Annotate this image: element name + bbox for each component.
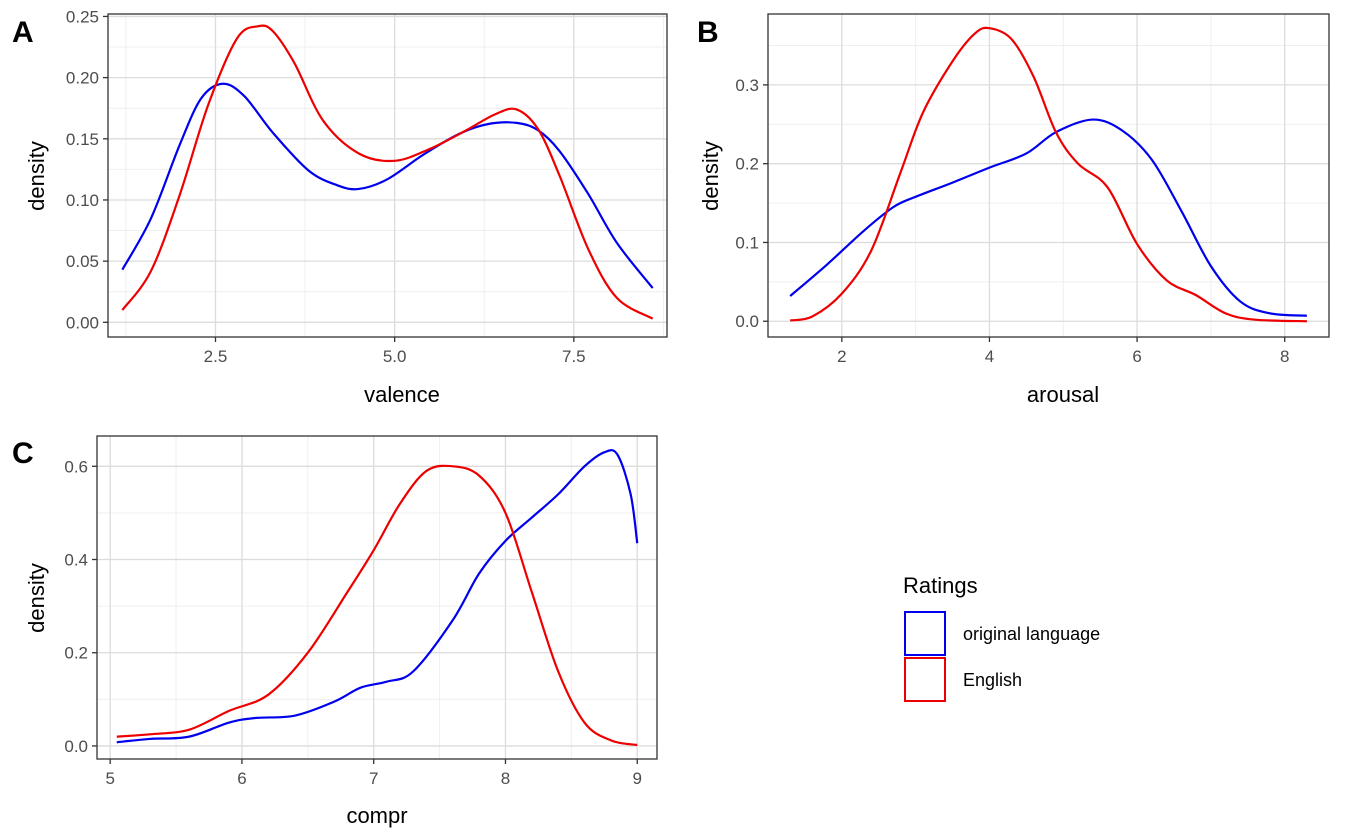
- panel-b-y-tick-label: 0.2: [735, 155, 759, 174]
- panel-c-series-original-language: [116, 449, 639, 744]
- panel-a-y-tick-label: 0.15: [66, 130, 99, 149]
- panel-a-x-tick-label: 2.5: [204, 347, 228, 366]
- panel-c-series-english: [116, 464, 638, 747]
- panel-b-x-tick-label: 4: [985, 347, 994, 366]
- panel-a: A 2.5 5.0 7.5 0.00 0.05 0.10 0.15 0.20 0.25 vale…: [12, 7, 668, 407]
- panel-a-x-tick-label: 5.0: [383, 347, 407, 366]
- panel-c-x-tick-label: 5: [105, 769, 114, 788]
- panel-c-y-tick-label: 0.4: [64, 551, 88, 570]
- legend-key-original-language: [904, 611, 946, 656]
- panel-b-xlabel: arousal: [1027, 382, 1099, 407]
- panel-a-y-tick-label: 0.10: [66, 191, 99, 210]
- panel-a-y-tick-label: 0.25: [66, 7, 99, 26]
- panel-b-ylabel: density: [698, 141, 723, 211]
- panel-b-y-tick-label: 0.3: [735, 76, 759, 95]
- panel-a-letter: A: [12, 16, 34, 49]
- panel-c-y-tick-label: 0.2: [64, 644, 88, 663]
- panel-a-x-tick-label: 7.5: [562, 347, 586, 366]
- panel-a-series-original-language: [121, 82, 654, 289]
- panel-b-y-tick-label: 0.1: [735, 233, 759, 252]
- panel-c-x-tick-label: 7: [369, 769, 378, 788]
- legend-title: Ratings: [903, 573, 978, 598]
- legend-item-english: English: [904, 657, 1022, 702]
- panel-b: B 2 4 6 8 0.0 0.1 0.2 0.3 arousal density: [697, 13, 1330, 407]
- panel-c-xlabel: compr: [346, 803, 407, 828]
- panel-a-border: [107, 13, 668, 338]
- panel-c-border: [96, 435, 658, 760]
- panel-a-y-tick-label: 0.20: [66, 69, 99, 88]
- panel-a-xlabel: valence: [364, 382, 440, 407]
- panel-c-y-tick-label: 0.6: [64, 457, 88, 476]
- panel-a-y-tick-label: 0.00: [66, 313, 99, 332]
- panel-c-x-tick-label: 6: [237, 769, 246, 788]
- panel-b-x-tick-label: 6: [1132, 347, 1141, 366]
- panel-c-x-tick-label: 9: [633, 769, 642, 788]
- panel-b-plot: 2 4 6 8 0.0 0.1 0.2 0.3: [735, 13, 1330, 366]
- legend-label-english: English: [963, 670, 1022, 690]
- panel-b-letter: B: [697, 16, 719, 49]
- panel-c-y-tick-label: 0.0: [64, 737, 88, 756]
- panel-b-series-english: [789, 26, 1307, 323]
- panel-a-ylabel: density: [24, 141, 49, 211]
- panel-a-plot: 2.5 5.0 7.5 0.00 0.05 0.10 0.15 0.20 0.25: [66, 7, 668, 366]
- legend-key-english: [904, 657, 946, 702]
- panel-b-border: [767, 13, 1330, 338]
- panel-a-y-tick-label: 0.05: [66, 252, 99, 271]
- legend: Ratings original language English: [903, 573, 1100, 702]
- panel-b-x-tick-label: 2: [837, 347, 846, 366]
- panel-c-letter: C: [12, 437, 34, 470]
- legend-label-original-language: original language: [963, 624, 1100, 644]
- panel-b-y-tick-label: 0.0: [735, 312, 759, 331]
- panel-a-series-english: [121, 24, 654, 320]
- panel-b-x-tick-label: 8: [1280, 347, 1289, 366]
- panel-c-ylabel: density: [24, 563, 49, 633]
- panel-c: C 5 6 7 8 9 0.0 0.2 0.4 0.6 compr density: [12, 435, 658, 828]
- panel-c-plot: 5 6 7 8 9 0.0 0.2 0.4 0.6: [64, 435, 658, 788]
- panel-c-x-tick-label: 8: [501, 769, 510, 788]
- legend-item-original-language: original language: [904, 611, 1100, 656]
- panel-b-series-original-language: [789, 118, 1307, 317]
